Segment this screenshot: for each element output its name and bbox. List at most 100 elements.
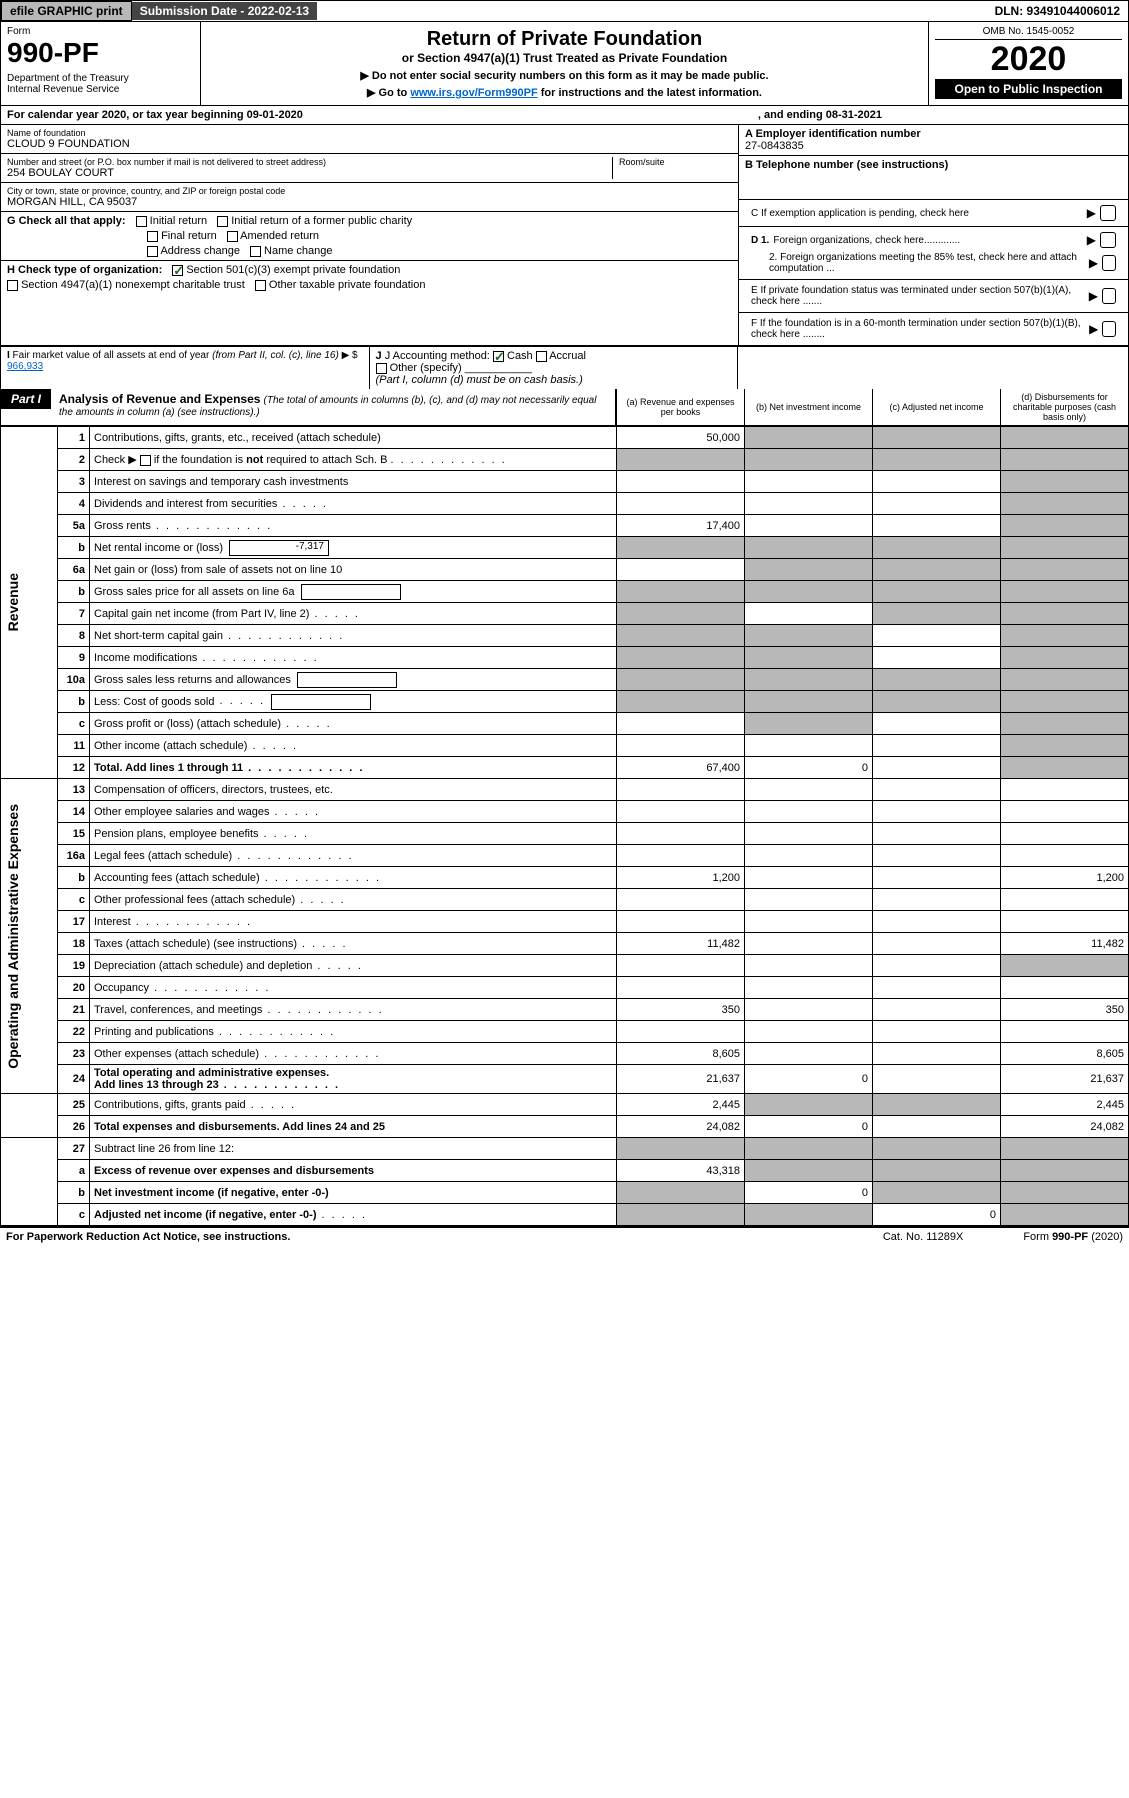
part1-tag: Part I (1, 389, 51, 409)
line-desc: Interest (90, 911, 617, 933)
table-row: 20Occupancy (1, 977, 1129, 999)
line-num: 13 (58, 779, 90, 801)
part1-title-box: Analysis of Revenue and Expenses (The to… (51, 389, 615, 421)
entity-left: Name of foundation CLOUD 9 FOUNDATION Nu… (1, 125, 738, 345)
addr-change-label: Address change (160, 245, 240, 257)
line-desc: Gross rents (90, 515, 617, 537)
form-ref: Form 990-PF (2020) (1023, 1231, 1123, 1243)
table-row: bAccounting fees (attach schedule)1,2001… (1, 867, 1129, 889)
table-row: 24Total operating and administrative exp… (1, 1065, 1129, 1094)
col-d-val (1001, 427, 1129, 449)
line-desc: Compensation of officers, directors, tru… (90, 779, 617, 801)
line-num: 6a (58, 559, 90, 581)
line-num: b (58, 1182, 90, 1204)
arrow-icon: ▶ (1089, 322, 1098, 336)
table-row: bNet investment income (if negative, ent… (1, 1182, 1129, 1204)
addr-change-checkbox[interactable] (147, 246, 158, 257)
c-checkbox[interactable] (1100, 205, 1116, 221)
line-num: 25 (58, 1094, 90, 1116)
ein-label: A Employer identification number (745, 128, 1122, 140)
table-row: 6aNet gain or (loss) from sale of assets… (1, 559, 1129, 581)
col-a-hdr: (a) Revenue and expenses per books (616, 389, 744, 425)
initial-return-checkbox[interactable] (136, 216, 147, 227)
table-row: cAdjusted net income (if negative, enter… (1, 1204, 1129, 1226)
d2-checkbox[interactable] (1102, 255, 1116, 271)
line-num: 8 (58, 625, 90, 647)
line-num: 11 (58, 735, 90, 757)
accrual-checkbox[interactable] (536, 351, 547, 362)
line-num: 12 (58, 757, 90, 779)
part1-table: Revenue 1 Contributions, gifts, grants, … (0, 426, 1129, 1226)
header-mid: Return of Private Foundation or Section … (201, 22, 928, 105)
col-a-val: 17,400 (617, 515, 745, 537)
inline-box (297, 672, 397, 688)
table-row: 5aGross rents17,400 (1, 515, 1129, 537)
col-d-val: 350 (1001, 999, 1129, 1021)
addr-label: Number and street (or P.O. box number if… (7, 157, 612, 167)
col-a-val: 67,400 (617, 757, 745, 779)
cal-end: , and ending 08-31-2021 (758, 109, 882, 121)
part1-title: Analysis of Revenue and Expenses (59, 392, 260, 406)
f-checkbox[interactable] (1102, 321, 1116, 337)
line-num: 3 (58, 471, 90, 493)
initial-former-checkbox[interactable] (217, 216, 228, 227)
col-c-val (873, 427, 1001, 449)
other-checkbox[interactable] (376, 363, 387, 374)
line-desc: Gross sales less returns and allowances (90, 669, 617, 691)
line-num: b (58, 537, 90, 559)
line-desc: Dividends and interest from securities (90, 493, 617, 515)
tax-year: 2020 (935, 40, 1122, 79)
f-label: F If the foundation is in a 60-month ter… (751, 318, 1089, 340)
header-left: Form 990-PF Department of the TreasuryIn… (1, 22, 201, 105)
line-desc: Gross profit or (loss) (attach schedule) (90, 713, 617, 735)
amended-return-checkbox[interactable] (227, 231, 238, 242)
addr-value: 254 BOULAY COURT (7, 167, 612, 179)
table-row: 7Capital gain net income (from Part IV, … (1, 603, 1129, 625)
col-b-val: 0 (745, 757, 873, 779)
table-row: 10aGross sales less returns and allowanc… (1, 669, 1129, 691)
table-row: 18Taxes (attach schedule) (see instructi… (1, 933, 1129, 955)
c3-checkbox[interactable] (172, 265, 183, 276)
city-value: MORGAN HILL, CA 95037 (7, 196, 732, 208)
line-desc: Taxes (attach schedule) (see instruction… (90, 933, 617, 955)
form-title: Return of Private Foundation (211, 28, 918, 51)
col-a-val: 43,318 (617, 1160, 745, 1182)
form-note-2: ▶ Go to www.irs.gov/Form990PF for instru… (211, 86, 918, 99)
name-label: Name of foundation (7, 128, 732, 138)
trust-checkbox[interactable] (7, 280, 18, 291)
col-a-val: 8,605 (617, 1043, 745, 1065)
line-desc: Net gain or (loss) from sale of assets n… (90, 559, 617, 581)
header-right: OMB No. 1545-0052 2020 Open to Public In… (928, 22, 1128, 105)
line-desc: Income modifications (90, 647, 617, 669)
schb-checkbox[interactable] (140, 455, 151, 466)
submission-date: Submission Date - 2022-02-13 (132, 2, 317, 20)
line-desc: Interest on savings and temporary cash i… (90, 471, 617, 493)
efile-button[interactable]: efile GRAPHIC print (1, 1, 132, 21)
final-return-checkbox[interactable] (147, 231, 158, 242)
ij-row: I Fair market value of all assets at end… (0, 346, 1129, 389)
table-row: 2 Check ▶ if the foundation is not requi… (1, 449, 1129, 471)
d1-checkbox[interactable] (1100, 232, 1116, 248)
c-label: C If exemption application is pending, c… (751, 208, 969, 219)
other-tax-checkbox[interactable] (255, 280, 266, 291)
line-desc: Subtract line 26 from line 12: (90, 1138, 617, 1160)
col-b-val (745, 427, 873, 449)
line-desc: Travel, conferences, and meetings (90, 999, 617, 1021)
line-num: 17 (58, 911, 90, 933)
col-a-val: 24,082 (617, 1116, 745, 1138)
arrow-icon: ▶ (1089, 256, 1098, 270)
irs-link[interactable]: www.irs.gov/Form990PF (410, 87, 537, 99)
e-checkbox[interactable] (1102, 288, 1116, 304)
table-row: bLess: Cost of goods sold (1, 691, 1129, 713)
city-cell: City or town, state or province, country… (1, 183, 738, 212)
line-desc: Less: Cost of goods sold (90, 691, 617, 713)
h-cell: H Check type of organization: Section 50… (1, 261, 738, 294)
f-cell-dup (738, 347, 1128, 389)
name-change-checkbox[interactable] (250, 246, 261, 257)
col-b-val: 0 (745, 1182, 873, 1204)
top-bar: efile GRAPHIC print Submission Date - 20… (0, 0, 1129, 22)
table-row: 12Total. Add lines 1 through 1167,4000 (1, 757, 1129, 779)
cash-checkbox[interactable] (493, 351, 504, 362)
line-num: 16a (58, 845, 90, 867)
note2-pre: ▶ Go to (367, 87, 410, 99)
